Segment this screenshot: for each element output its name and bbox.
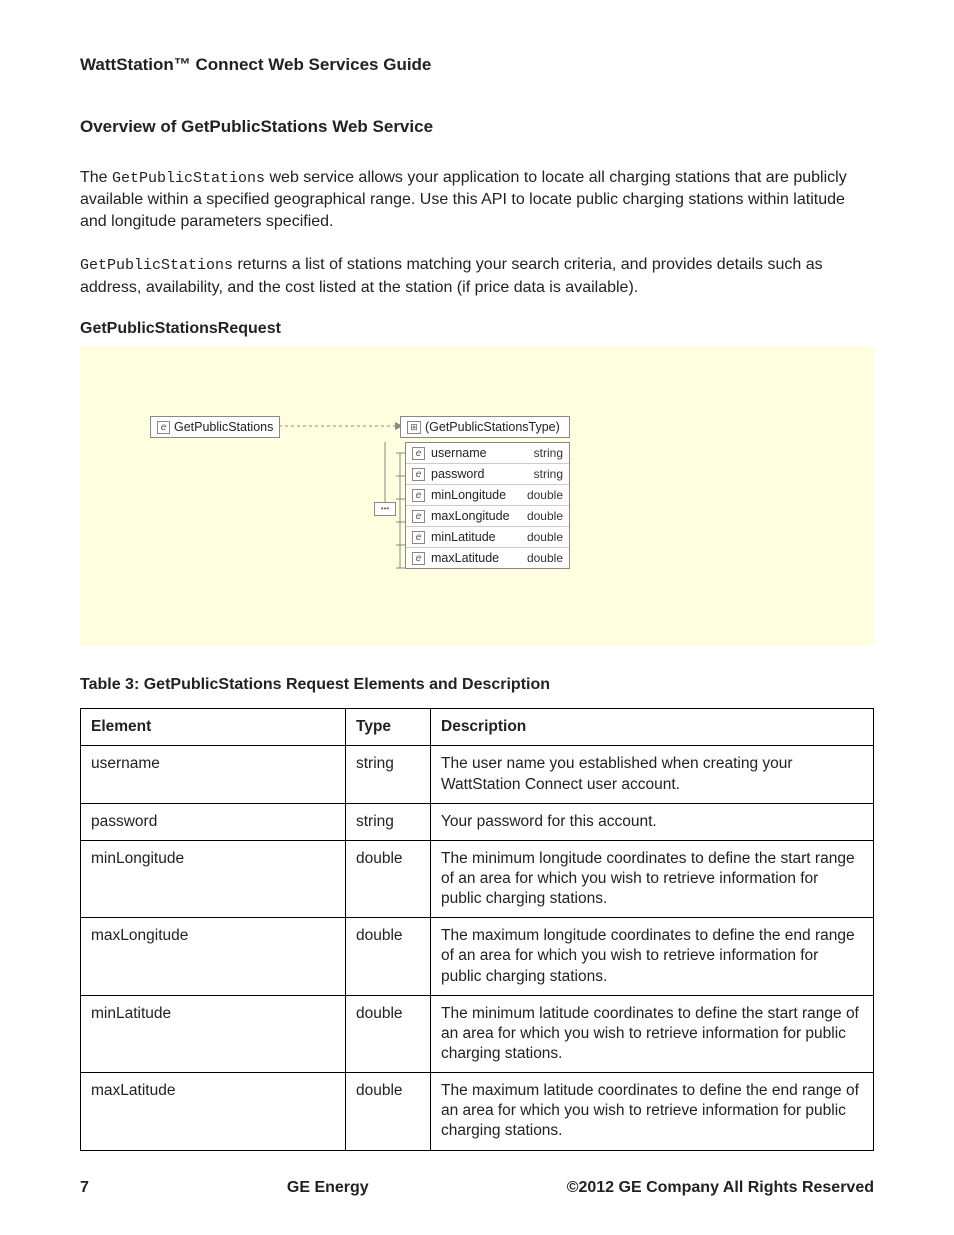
table-cell-element: username <box>81 746 346 803</box>
table-cell-description: The minimum latitude coordinates to defi… <box>431 995 874 1072</box>
document-title: WattStation™ Connect Web Services Guide <box>80 55 874 75</box>
page-footer: 7 GE Energy ©2012 GE Company All Rights … <box>80 1179 874 1197</box>
paragraph-1: The GetPublicStations web service allows… <box>80 167 874 232</box>
table-cell-description: The maximum longitude coordinates to def… <box>431 918 874 995</box>
schema-field-name: minLongitude <box>431 488 521 502</box>
table-caption: Table 3: GetPublicStations Request Eleme… <box>80 676 874 694</box>
schema-field-type: string <box>534 467 563 481</box>
schema-field-name: maxLatitude <box>431 551 521 565</box>
schema-field-type: double <box>527 509 563 523</box>
table-cell-type: double <box>346 840 431 917</box>
footer-center: GE Energy <box>287 1179 369 1197</box>
table-cell-description: The user name you established when creat… <box>431 746 874 803</box>
footer-right: ©2012 GE Company All Rights Reserved <box>567 1179 874 1197</box>
elements-table: Element Type Description usernamestringT… <box>80 708 874 1150</box>
schema-field-row: e username string <box>406 443 569 463</box>
table-cell-description: Your password for this account. <box>431 803 874 840</box>
paragraph-2: GetPublicStations returns a list of stat… <box>80 254 874 298</box>
schema-field-type: double <box>527 530 563 544</box>
schema-field-row: e minLongitude double <box>406 484 569 505</box>
schema-field-type: double <box>527 488 563 502</box>
schema-field-name: minLatitude <box>431 530 521 544</box>
table-cell-element: maxLongitude <box>81 918 346 995</box>
para1-code: GetPublicStations <box>112 170 265 187</box>
element-badge-icon: e <box>412 531 425 544</box>
schema-type-label: (GetPublicStationsType) <box>425 420 560 434</box>
table-row: minLatitudedoubleThe minimum latitude co… <box>81 995 874 1072</box>
schema-field-type: string <box>534 446 563 460</box>
schema-field-type: double <box>527 551 563 565</box>
table-header-type: Type <box>346 709 431 746</box>
table-header-element: Element <box>81 709 346 746</box>
element-badge-icon: e <box>412 468 425 481</box>
table-cell-type: double <box>346 918 431 995</box>
table-cell-element: minLatitude <box>81 995 346 1072</box>
table-cell-description: The minimum longitude coordinates to def… <box>431 840 874 917</box>
schema-field-name: password <box>431 467 528 481</box>
table-row: minLongitudedoubleThe minimum longitude … <box>81 840 874 917</box>
schema-field-name: maxLongitude <box>431 509 521 523</box>
request-title: GetPublicStationsRequest <box>80 320 874 338</box>
para2-code: GetPublicStations <box>80 257 233 274</box>
para1-pre: The <box>80 169 112 186</box>
footer-page-number: 7 <box>80 1179 89 1197</box>
schema-field-row: e password string <box>406 463 569 484</box>
schema-field-name: username <box>431 446 528 460</box>
schema-field-row: e maxLongitude double <box>406 505 569 526</box>
element-badge-icon: e <box>412 447 425 460</box>
schema-field-row: e minLatitude double <box>406 526 569 547</box>
table-row: maxLongitudedoubleThe maximum longitude … <box>81 918 874 995</box>
table-header-row: Element Type Description <box>81 709 874 746</box>
schema-root-node: e GetPublicStations <box>150 416 280 438</box>
table-row: maxLatitudedoubleThe maximum latitude co… <box>81 1073 874 1150</box>
table-cell-element: minLongitude <box>81 840 346 917</box>
table-row: passwordstringYour password for this acc… <box>81 803 874 840</box>
table-cell-description: The maximum latitude coordinates to defi… <box>431 1073 874 1150</box>
schema-root-label: GetPublicStations <box>174 420 273 434</box>
table-cell-type: string <box>346 746 431 803</box>
table-header-description: Description <box>431 709 874 746</box>
section-title: Overview of GetPublicStations Web Servic… <box>80 117 874 137</box>
table-cell-element: password <box>81 803 346 840</box>
schema-type-node: ⊞ (GetPublicStationsType) <box>400 416 570 438</box>
table-cell-element: maxLatitude <box>81 1073 346 1150</box>
type-badge-icon: ⊞ <box>407 421 421 434</box>
sequence-indicator-icon: ••• <box>374 502 396 516</box>
element-badge-icon: e <box>412 510 425 523</box>
table-cell-type: double <box>346 995 431 1072</box>
schema-fields-box: e username string e password string e minLongit… <box>405 442 570 569</box>
table-row: usernamestringThe user name you establis… <box>81 746 874 803</box>
table-cell-type: string <box>346 803 431 840</box>
element-badge-icon: e <box>157 421 170 434</box>
schema-field-row: e maxLatitude double <box>406 547 569 568</box>
element-badge-icon: e <box>412 552 425 565</box>
table-cell-type: double <box>346 1073 431 1150</box>
schema-diagram: e GetPublicStations ⊞ (GetPublicStations… <box>80 346 874 646</box>
element-badge-icon: e <box>412 489 425 502</box>
